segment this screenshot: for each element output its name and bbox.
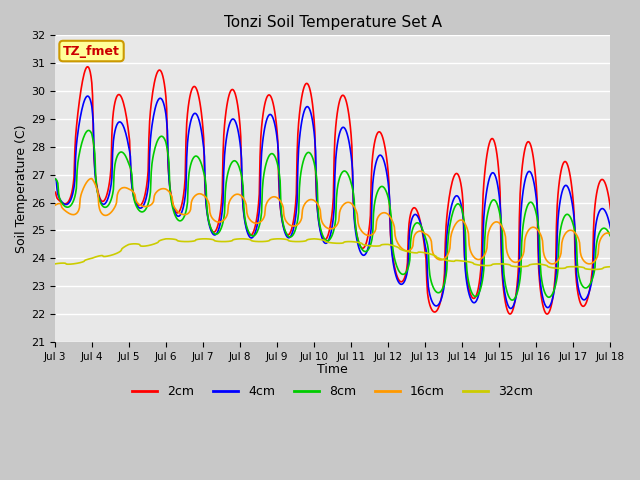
Line: 8cm: 8cm [55,131,611,300]
16cm [434,256,442,262]
Text: TZ_fmet: TZ_fmet [63,45,120,58]
4cm [434,302,442,308]
2cm [325,230,333,236]
16cm [88,176,95,181]
8cm [607,233,614,239]
32cm [325,240,333,245]
4cm [379,155,387,161]
4cm [325,237,333,243]
8cm [557,224,565,230]
8cm [379,184,387,190]
Y-axis label: Soil Temperature (C): Soil Temperature (C) [15,124,28,253]
8cm [173,216,181,222]
X-axis label: Time: Time [317,363,348,376]
32cm [164,236,172,242]
4cm [173,213,181,219]
Line: 4cm: 4cm [55,96,611,309]
16cm [173,208,181,214]
8cm [198,161,205,167]
16cm [379,210,387,216]
32cm [51,261,59,267]
32cm [589,266,597,272]
32cm [198,236,205,242]
32cm [607,264,614,270]
2cm [543,311,551,317]
32cm [556,265,564,271]
Legend: 2cm, 4cm, 8cm, 16cm, 32cm: 2cm, 4cm, 8cm, 16cm, 32cm [127,380,538,403]
2cm [51,190,59,196]
4cm [557,193,565,199]
Title: Tonzi Soil Temperature Set A: Tonzi Soil Temperature Set A [223,15,442,30]
16cm [325,226,333,231]
2cm [198,110,205,116]
16cm [607,231,614,237]
32cm [434,255,442,261]
32cm [173,238,181,243]
4cm [607,225,614,231]
16cm [586,261,593,267]
Line: 32cm: 32cm [55,239,611,269]
16cm [198,191,205,197]
8cm [85,128,93,133]
8cm [434,290,442,296]
8cm [509,297,516,303]
Line: 2cm: 2cm [55,67,611,314]
4cm [84,93,92,99]
4cm [51,176,59,181]
Line: 16cm: 16cm [55,179,611,264]
8cm [325,238,333,243]
2cm [607,206,614,212]
16cm [51,203,59,208]
2cm [379,135,387,141]
16cm [556,253,564,259]
2cm [84,64,92,70]
4cm [507,306,515,312]
8cm [51,176,59,181]
2cm [434,307,442,312]
32cm [379,242,387,248]
2cm [173,210,181,216]
4cm [198,128,205,134]
2cm [557,168,565,174]
